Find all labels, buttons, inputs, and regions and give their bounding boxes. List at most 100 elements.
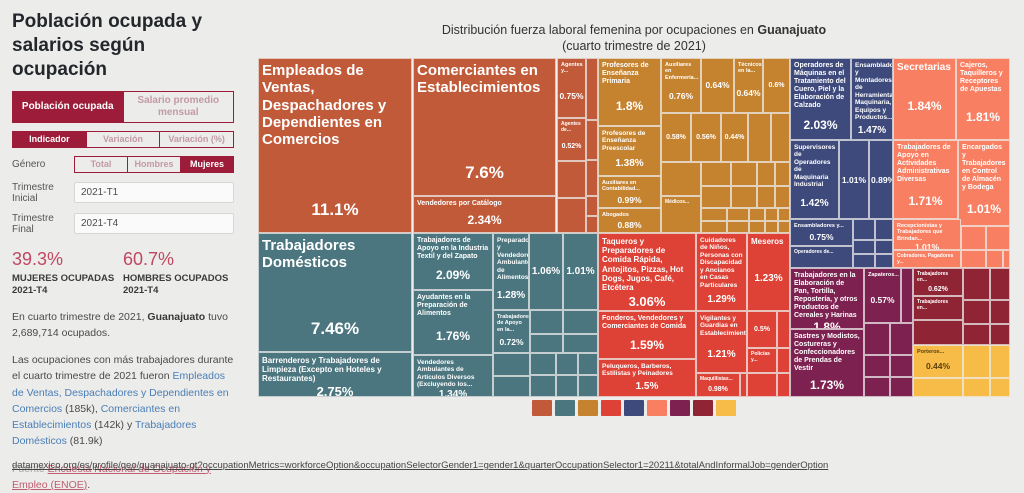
treemap-cell[interactable] [777, 373, 790, 397]
legend-swatch-4[interactable] [624, 400, 644, 416]
treemap-cell[interactable]: Vendedores por Catálogo 2.34% [413, 196, 556, 233]
treemap-cell[interactable]: Encargados y Trabajadores en Control de … [958, 140, 1010, 226]
treemap-cell[interactable]: Profesores de Enseñanza Primaria 1.8% [598, 58, 661, 126]
treemap-cell[interactable]: Secretarias 1.84% [893, 58, 956, 140]
treemap-cell[interactable]: 0.5% [747, 311, 777, 348]
treemap-cell[interactable] [563, 334, 598, 353]
treemap-cell[interactable]: Ensambladores y... 0.75% [790, 219, 853, 246]
quarter-end-select[interactable]: 2021-T4 [74, 213, 234, 235]
treemap-cell[interactable] [875, 254, 893, 268]
treemap-cell[interactable] [890, 323, 913, 355]
treemap-cell[interactable]: Vigilantes y Guardias en Establecimiento… [696, 311, 747, 373]
treemap-cell[interactable]: Vendedores Ambulantes de Artículos Diver… [413, 355, 493, 397]
treemap-cell[interactable] [777, 348, 790, 373]
treemap-cell[interactable]: Profesores de Enseñanza Preescolar 1.38% [598, 125, 661, 176]
treemap-cell[interactable] [586, 196, 598, 216]
treemap-cell[interactable] [578, 375, 598, 397]
treemap-cell[interactable]: Taqueros y Preparadores de Comida Rápida… [598, 233, 696, 311]
treemap-cell[interactable] [701, 208, 727, 221]
toggle-variaci-n-[interactable]: Variación (%) [160, 131, 235, 149]
treemap-cell[interactable] [701, 221, 727, 233]
toggle-mujeres[interactable]: Mujeres [181, 156, 234, 173]
treemap-cell[interactable] [990, 345, 1010, 378]
treemap-cell[interactable]: Empleados de Ventas, Despachadores y Dep… [258, 58, 412, 233]
quarter-start-select[interactable]: 2021-T1 [74, 182, 234, 204]
treemap-cell[interactable] [775, 186, 790, 208]
treemap-cell[interactable]: Agentes de... 0.52% [557, 118, 586, 161]
treemap-cell[interactable]: Peluqueros, Barberos, Estilistas y Peina… [598, 359, 696, 397]
treemap-cell[interactable]: Recepcionistas y Trabajadores que Brinda… [893, 219, 961, 250]
treemap-cell[interactable] [771, 112, 790, 162]
footer-url[interactable]: datamexico.org/es/profile/geo/guanajuato… [12, 460, 829, 471]
treemap-cell[interactable]: 1.01% [563, 233, 598, 310]
legend-swatch-1[interactable] [555, 400, 575, 416]
treemap-cell[interactable]: Comerciantes en Establecimientos 7.6% [413, 58, 556, 196]
treemap-cell[interactable]: Barrenderos y Trabajadores de Limpieza (… [258, 352, 412, 397]
treemap-cell[interactable]: 1.01% [838, 140, 869, 219]
legend-swatch-6[interactable] [670, 400, 690, 416]
treemap-cell[interactable] [701, 162, 731, 186]
text-link[interactable]: Comerciantes en Establecimientos [12, 402, 181, 432]
toggle-total[interactable]: Total [74, 156, 128, 173]
treemap-cell[interactable]: Abogados 0.88% [598, 208, 661, 233]
treemap-cell[interactable] [747, 373, 777, 397]
treemap-cell[interactable]: Ensambladores y Montadores de Herramient… [851, 58, 893, 140]
treemap-cell[interactable] [586, 160, 598, 196]
treemap-cell[interactable] [963, 345, 990, 378]
treemap-cell[interactable] [749, 208, 765, 221]
treemap-cell[interactable]: Porteros... 0.44% [913, 345, 963, 378]
treemap-cell[interactable]: 0.6% [763, 58, 790, 113]
treemap-cell[interactable] [990, 300, 1010, 324]
treemap-cell[interactable]: Trabajadores de Apoyo en la... 0.72% [493, 310, 530, 353]
treemap-cell[interactable] [556, 375, 578, 397]
treemap-cell[interactable] [727, 221, 749, 233]
treemap-cell[interactable] [890, 355, 913, 377]
legend-swatch-3[interactable] [601, 400, 621, 416]
treemap-cell[interactable]: Preparadores y Vendedores Ambulantes de … [493, 233, 529, 310]
treemap-cell[interactable]: Supervisores de Operadores de Maquinaria… [790, 140, 839, 219]
toggle-salario-promedio-mensual[interactable]: Salario promedio mensual [123, 91, 234, 124]
treemap-cell[interactable] [901, 268, 913, 323]
treemap-cell[interactable] [990, 268, 1010, 300]
treemap-cell[interactable] [864, 377, 890, 397]
treemap-cell[interactable]: Trabajadores en... [913, 296, 963, 320]
treemap-cell[interactable] [765, 221, 778, 233]
treemap-cell[interactable] [777, 311, 790, 348]
toggle-variaci-n[interactable]: Variación [86, 131, 161, 149]
text-link[interactable]: Empleados de Ventas, Despachadores y Dep… [12, 370, 229, 415]
treemap-cell[interactable] [963, 268, 990, 300]
treemap-cell[interactable]: Trabajadores de Apoyo en la Industria Te… [413, 233, 493, 290]
treemap-cell[interactable]: 0.89% [869, 140, 893, 219]
treemap-cell[interactable]: Cajeros, Taquilleros y Receptores de Apu… [956, 58, 1010, 140]
treemap-cell[interactable] [731, 162, 757, 186]
treemap-cell[interactable] [963, 300, 990, 324]
treemap-cell[interactable] [777, 221, 790, 233]
treemap-cell[interactable]: Maquillistas... 0.98% [696, 373, 740, 397]
treemap-cell[interactable] [578, 352, 598, 375]
treemap-cell[interactable] [913, 320, 963, 345]
treemap-cell[interactable]: Auxiliares en Enfermería... 0.76% [661, 58, 701, 113]
treemap-cell[interactable] [586, 58, 598, 120]
treemap-cell[interactable] [986, 226, 1010, 250]
treemap-cell[interactable] [586, 216, 598, 233]
treemap-cell[interactable] [990, 378, 1010, 397]
treemap-cell[interactable] [563, 310, 598, 334]
treemap-cell[interactable] [557, 198, 586, 233]
treemap-cell[interactable] [913, 378, 963, 397]
treemap-cell[interactable] [739, 373, 747, 397]
treemap-cell[interactable]: 0.44% [721, 112, 748, 162]
text-link[interactable]: Trabajadores Domésticos [12, 419, 197, 448]
treemap-cell[interactable]: 0.58% [661, 112, 691, 162]
treemap-cell[interactable]: Operadores de... [790, 246, 853, 268]
treemap-cell[interactable]: Ayudantes en la Preparación de Alimentos… [413, 290, 493, 355]
treemap-cell[interactable] [852, 219, 875, 240]
legend-swatch-5[interactable] [647, 400, 667, 416]
treemap-cell[interactable] [961, 226, 986, 250]
treemap-cell[interactable]: Trabajadores en la Elaboración de Pan, T… [790, 268, 864, 329]
treemap-cell[interactable] [875, 219, 893, 240]
treemap-cell[interactable] [864, 355, 890, 377]
treemap-cell[interactable]: Médicos... [661, 196, 701, 233]
treemap-cell[interactable]: 0.56% [691, 112, 721, 162]
legend-swatch-0[interactable] [532, 400, 552, 416]
treemap-cell[interactable] [586, 120, 598, 160]
